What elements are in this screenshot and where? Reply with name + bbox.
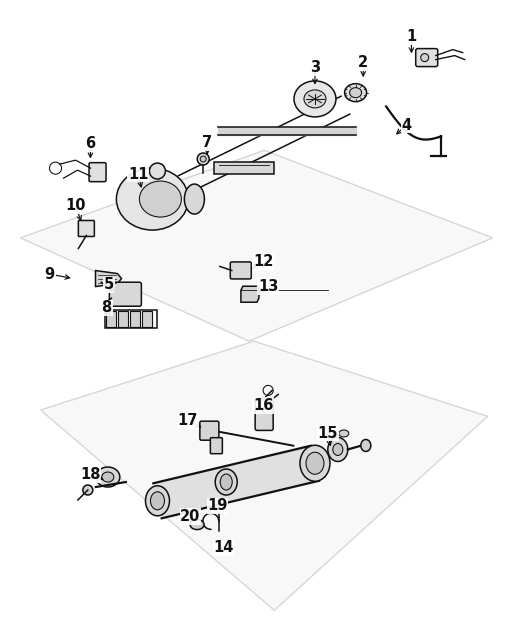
Ellipse shape [339,430,349,437]
Text: 10: 10 [65,198,85,213]
Ellipse shape [294,81,336,117]
FancyBboxPatch shape [109,282,141,306]
Ellipse shape [350,88,362,98]
Circle shape [421,54,429,61]
FancyBboxPatch shape [255,398,273,431]
Text: 6: 6 [85,136,96,151]
FancyBboxPatch shape [89,163,106,182]
Text: 18: 18 [80,467,101,482]
Polygon shape [20,150,493,341]
Ellipse shape [215,469,237,495]
Ellipse shape [300,445,330,481]
Circle shape [83,485,93,495]
Ellipse shape [116,168,188,230]
Text: 11: 11 [128,167,148,182]
Ellipse shape [304,90,326,108]
Polygon shape [153,446,319,518]
Text: 2: 2 [358,55,368,70]
Polygon shape [241,286,259,302]
Ellipse shape [328,438,348,461]
Text: 19: 19 [207,498,228,513]
Ellipse shape [306,452,324,475]
Text: 5: 5 [104,277,114,292]
Ellipse shape [96,467,120,487]
Ellipse shape [220,474,232,490]
Bar [130,311,140,327]
Bar [106,311,116,327]
Bar [118,311,128,327]
Ellipse shape [102,472,114,482]
Ellipse shape [344,84,367,101]
Ellipse shape [184,184,204,214]
FancyBboxPatch shape [200,421,219,440]
Text: 1: 1 [406,29,417,44]
Text: 9: 9 [45,267,55,282]
Ellipse shape [190,520,204,530]
Bar [105,310,157,328]
Bar [142,311,152,327]
Polygon shape [41,341,488,610]
Text: 16: 16 [253,398,273,413]
Ellipse shape [361,439,371,451]
Ellipse shape [139,181,181,217]
FancyBboxPatch shape [230,262,251,279]
Text: 15: 15 [318,426,338,441]
Text: 12: 12 [253,254,273,269]
Text: 8: 8 [102,300,112,316]
Bar [214,162,274,174]
Text: 7: 7 [202,135,212,150]
Polygon shape [96,270,121,287]
Text: 4: 4 [401,118,411,133]
Circle shape [200,156,206,162]
FancyBboxPatch shape [416,49,438,66]
Ellipse shape [145,486,170,516]
Ellipse shape [333,443,343,456]
Text: 3: 3 [310,60,320,75]
Circle shape [149,163,166,179]
Text: 20: 20 [180,509,201,524]
Text: 17: 17 [178,413,198,428]
FancyBboxPatch shape [78,220,94,237]
FancyBboxPatch shape [210,438,223,454]
Text: 14: 14 [213,540,234,555]
Ellipse shape [150,492,165,510]
Circle shape [197,153,209,165]
Text: 13: 13 [258,279,278,294]
